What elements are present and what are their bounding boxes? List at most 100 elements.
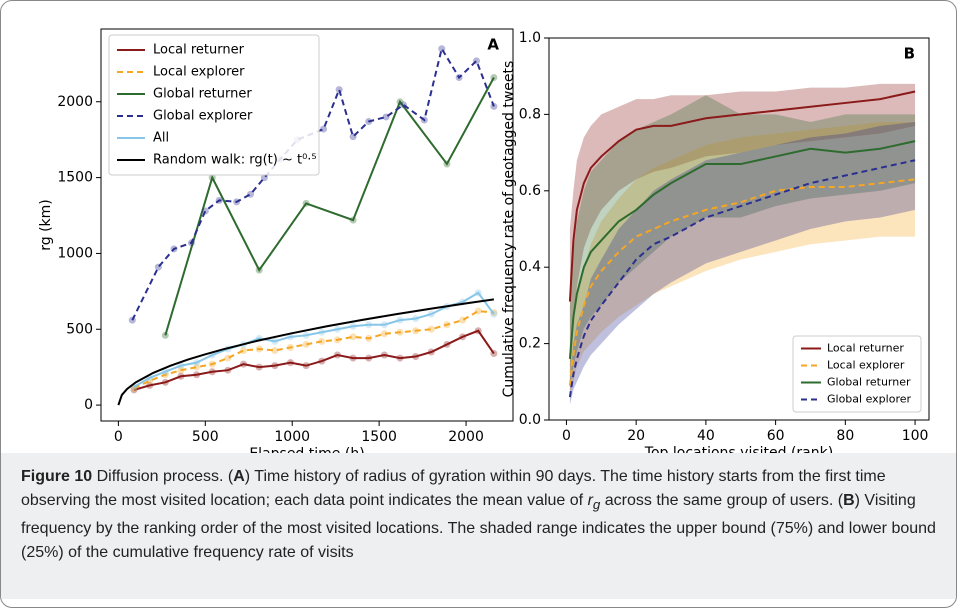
- point: [349, 322, 357, 330]
- point: [161, 331, 169, 339]
- point: [177, 362, 185, 370]
- point: [208, 174, 216, 182]
- y-tick-label: 500: [66, 321, 93, 337]
- series-line: [568, 90, 916, 302]
- point: [161, 378, 169, 386]
- legend-label: Local explorer: [827, 359, 905, 372]
- series-line: [117, 298, 495, 406]
- point: [161, 368, 169, 376]
- legend-label: Global returner: [827, 376, 911, 389]
- x-tick-label: 500: [192, 429, 219, 445]
- panel-label: A: [487, 36, 499, 54]
- point: [208, 360, 216, 368]
- y-tick-label: 2000: [57, 94, 93, 110]
- series-line: [133, 329, 495, 391]
- point: [187, 239, 195, 247]
- point: [333, 325, 341, 333]
- legend-label: Local explorer: [153, 65, 245, 80]
- legend-label: Local returner: [827, 342, 904, 355]
- point: [224, 354, 232, 362]
- y-tick-label: 0.8: [519, 106, 541, 122]
- point: [286, 343, 294, 351]
- y-tick-label: 0.4: [519, 259, 541, 275]
- point: [443, 340, 451, 348]
- point: [335, 86, 343, 94]
- point: [459, 316, 467, 324]
- series-line: [568, 178, 916, 386]
- caption-text: ) Visiting frequency by the ranking orde…: [21, 492, 936, 562]
- point: [255, 363, 263, 371]
- point: [271, 346, 279, 354]
- point: [146, 381, 154, 389]
- caption-text: across the same group of users. (: [600, 492, 844, 509]
- point: [170, 245, 178, 253]
- point: [271, 337, 279, 345]
- point: [365, 354, 373, 362]
- caption-symbol: r: [587, 492, 593, 509]
- point: [474, 327, 482, 335]
- x-axis-label: Elapsed time (h): [249, 446, 364, 453]
- y-tick-label: 0: [84, 397, 93, 413]
- point: [260, 174, 268, 182]
- point: [286, 333, 294, 341]
- point: [128, 316, 136, 324]
- x-tick-label: 60: [767, 428, 785, 444]
- point: [380, 351, 388, 359]
- point: [193, 363, 201, 371]
- point: [490, 350, 498, 358]
- point: [215, 196, 223, 204]
- point: [396, 328, 404, 336]
- point: [427, 348, 435, 356]
- point: [255, 345, 263, 353]
- x-tick-label: 0: [114, 429, 123, 445]
- caption-text: ) Time history of radius of gyration wit…: [21, 468, 886, 509]
- point: [420, 116, 428, 124]
- point: [382, 113, 390, 121]
- point: [412, 315, 420, 323]
- point: [396, 98, 404, 106]
- plot-frame: [548, 37, 930, 421]
- charts: 05001000150020000500100015002000AElapsed…: [38, 28, 930, 462]
- point: [193, 359, 201, 367]
- point: [208, 368, 216, 376]
- range-band: [569, 83, 916, 382]
- x-tick-label: 80: [836, 428, 854, 444]
- point: [240, 360, 248, 368]
- point: [240, 346, 248, 354]
- point: [380, 321, 388, 329]
- point: [320, 125, 328, 133]
- point: [399, 101, 407, 109]
- point: [365, 118, 373, 126]
- figure-label: Figure 10: [21, 468, 93, 485]
- point: [443, 321, 451, 329]
- caption-panel: A: [233, 468, 245, 485]
- series-line: [568, 159, 916, 398]
- caption-subscript: g: [592, 497, 601, 513]
- point: [318, 337, 326, 345]
- point: [302, 362, 310, 370]
- x-tick-label: 40: [697, 428, 715, 444]
- point: [490, 102, 498, 110]
- x-tick-label: 100: [902, 428, 929, 444]
- series-line: [133, 310, 494, 390]
- x-axis-label: Top locations visited (rank): [644, 445, 833, 453]
- point: [255, 266, 263, 274]
- point: [247, 190, 255, 198]
- legend-box: [108, 34, 320, 176]
- y-tick-label: 0.2: [519, 336, 541, 352]
- point: [396, 354, 404, 362]
- point: [412, 353, 420, 361]
- point: [349, 354, 357, 362]
- range-band: [569, 95, 916, 390]
- point: [412, 327, 420, 335]
- point: [333, 351, 341, 359]
- point: [396, 316, 404, 324]
- point: [455, 74, 463, 82]
- point: [427, 325, 435, 333]
- x-tick-label: 1500: [361, 429, 397, 445]
- point: [333, 336, 341, 344]
- point: [474, 289, 482, 297]
- plot-area: [117, 45, 498, 406]
- point: [490, 310, 498, 318]
- legend-label: Local returner: [153, 43, 245, 58]
